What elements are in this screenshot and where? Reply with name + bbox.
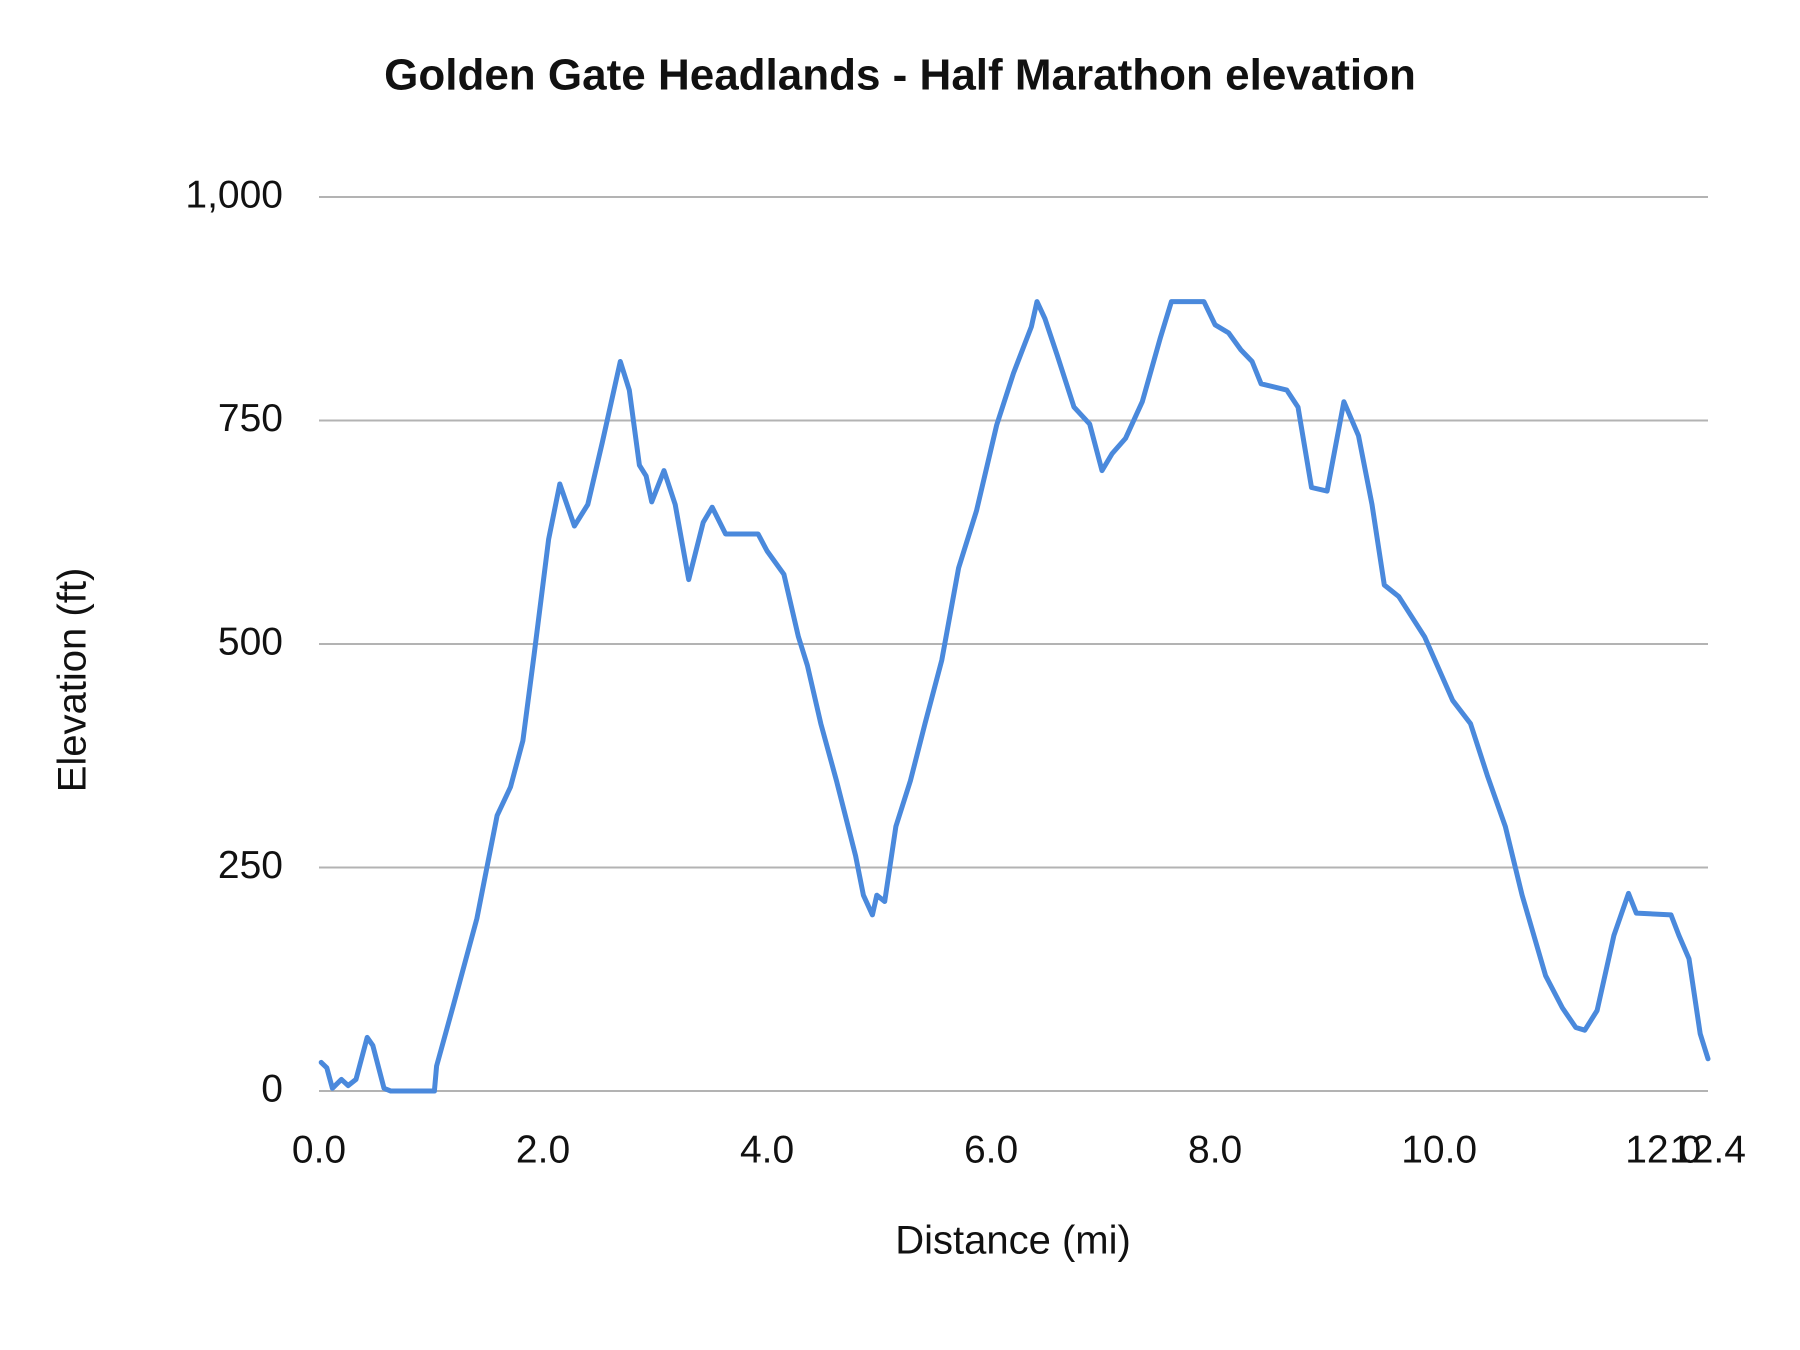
x-tick-label: 12.4 — [1670, 1128, 1746, 1171]
y-tick-label: 250 — [218, 844, 283, 887]
chart-title: Golden Gate Headlands - Half Marathon el… — [384, 51, 1416, 100]
y-tick-label: 0 — [261, 1067, 283, 1110]
x-tick-label: 2.0 — [516, 1128, 570, 1171]
x-tick-label: 12.0 — [1625, 1128, 1701, 1171]
x-tick-label: 8.0 — [1188, 1128, 1242, 1171]
y-axis-title: Elevation (ft) — [51, 568, 95, 793]
x-axis-title: Distance (mi) — [895, 1219, 1131, 1263]
y-tick-label: 1,000 — [185, 173, 283, 216]
x-tick-label: 0.0 — [292, 1128, 346, 1171]
y-tick-label: 500 — [218, 620, 283, 663]
x-tick-label: 6.0 — [964, 1128, 1018, 1171]
y-tick-label: 750 — [218, 397, 283, 440]
x-tick-label: 10.0 — [1401, 1128, 1477, 1171]
x-tick-label: 4.0 — [740, 1128, 794, 1171]
elevation-line — [318, 299, 1711, 1094]
